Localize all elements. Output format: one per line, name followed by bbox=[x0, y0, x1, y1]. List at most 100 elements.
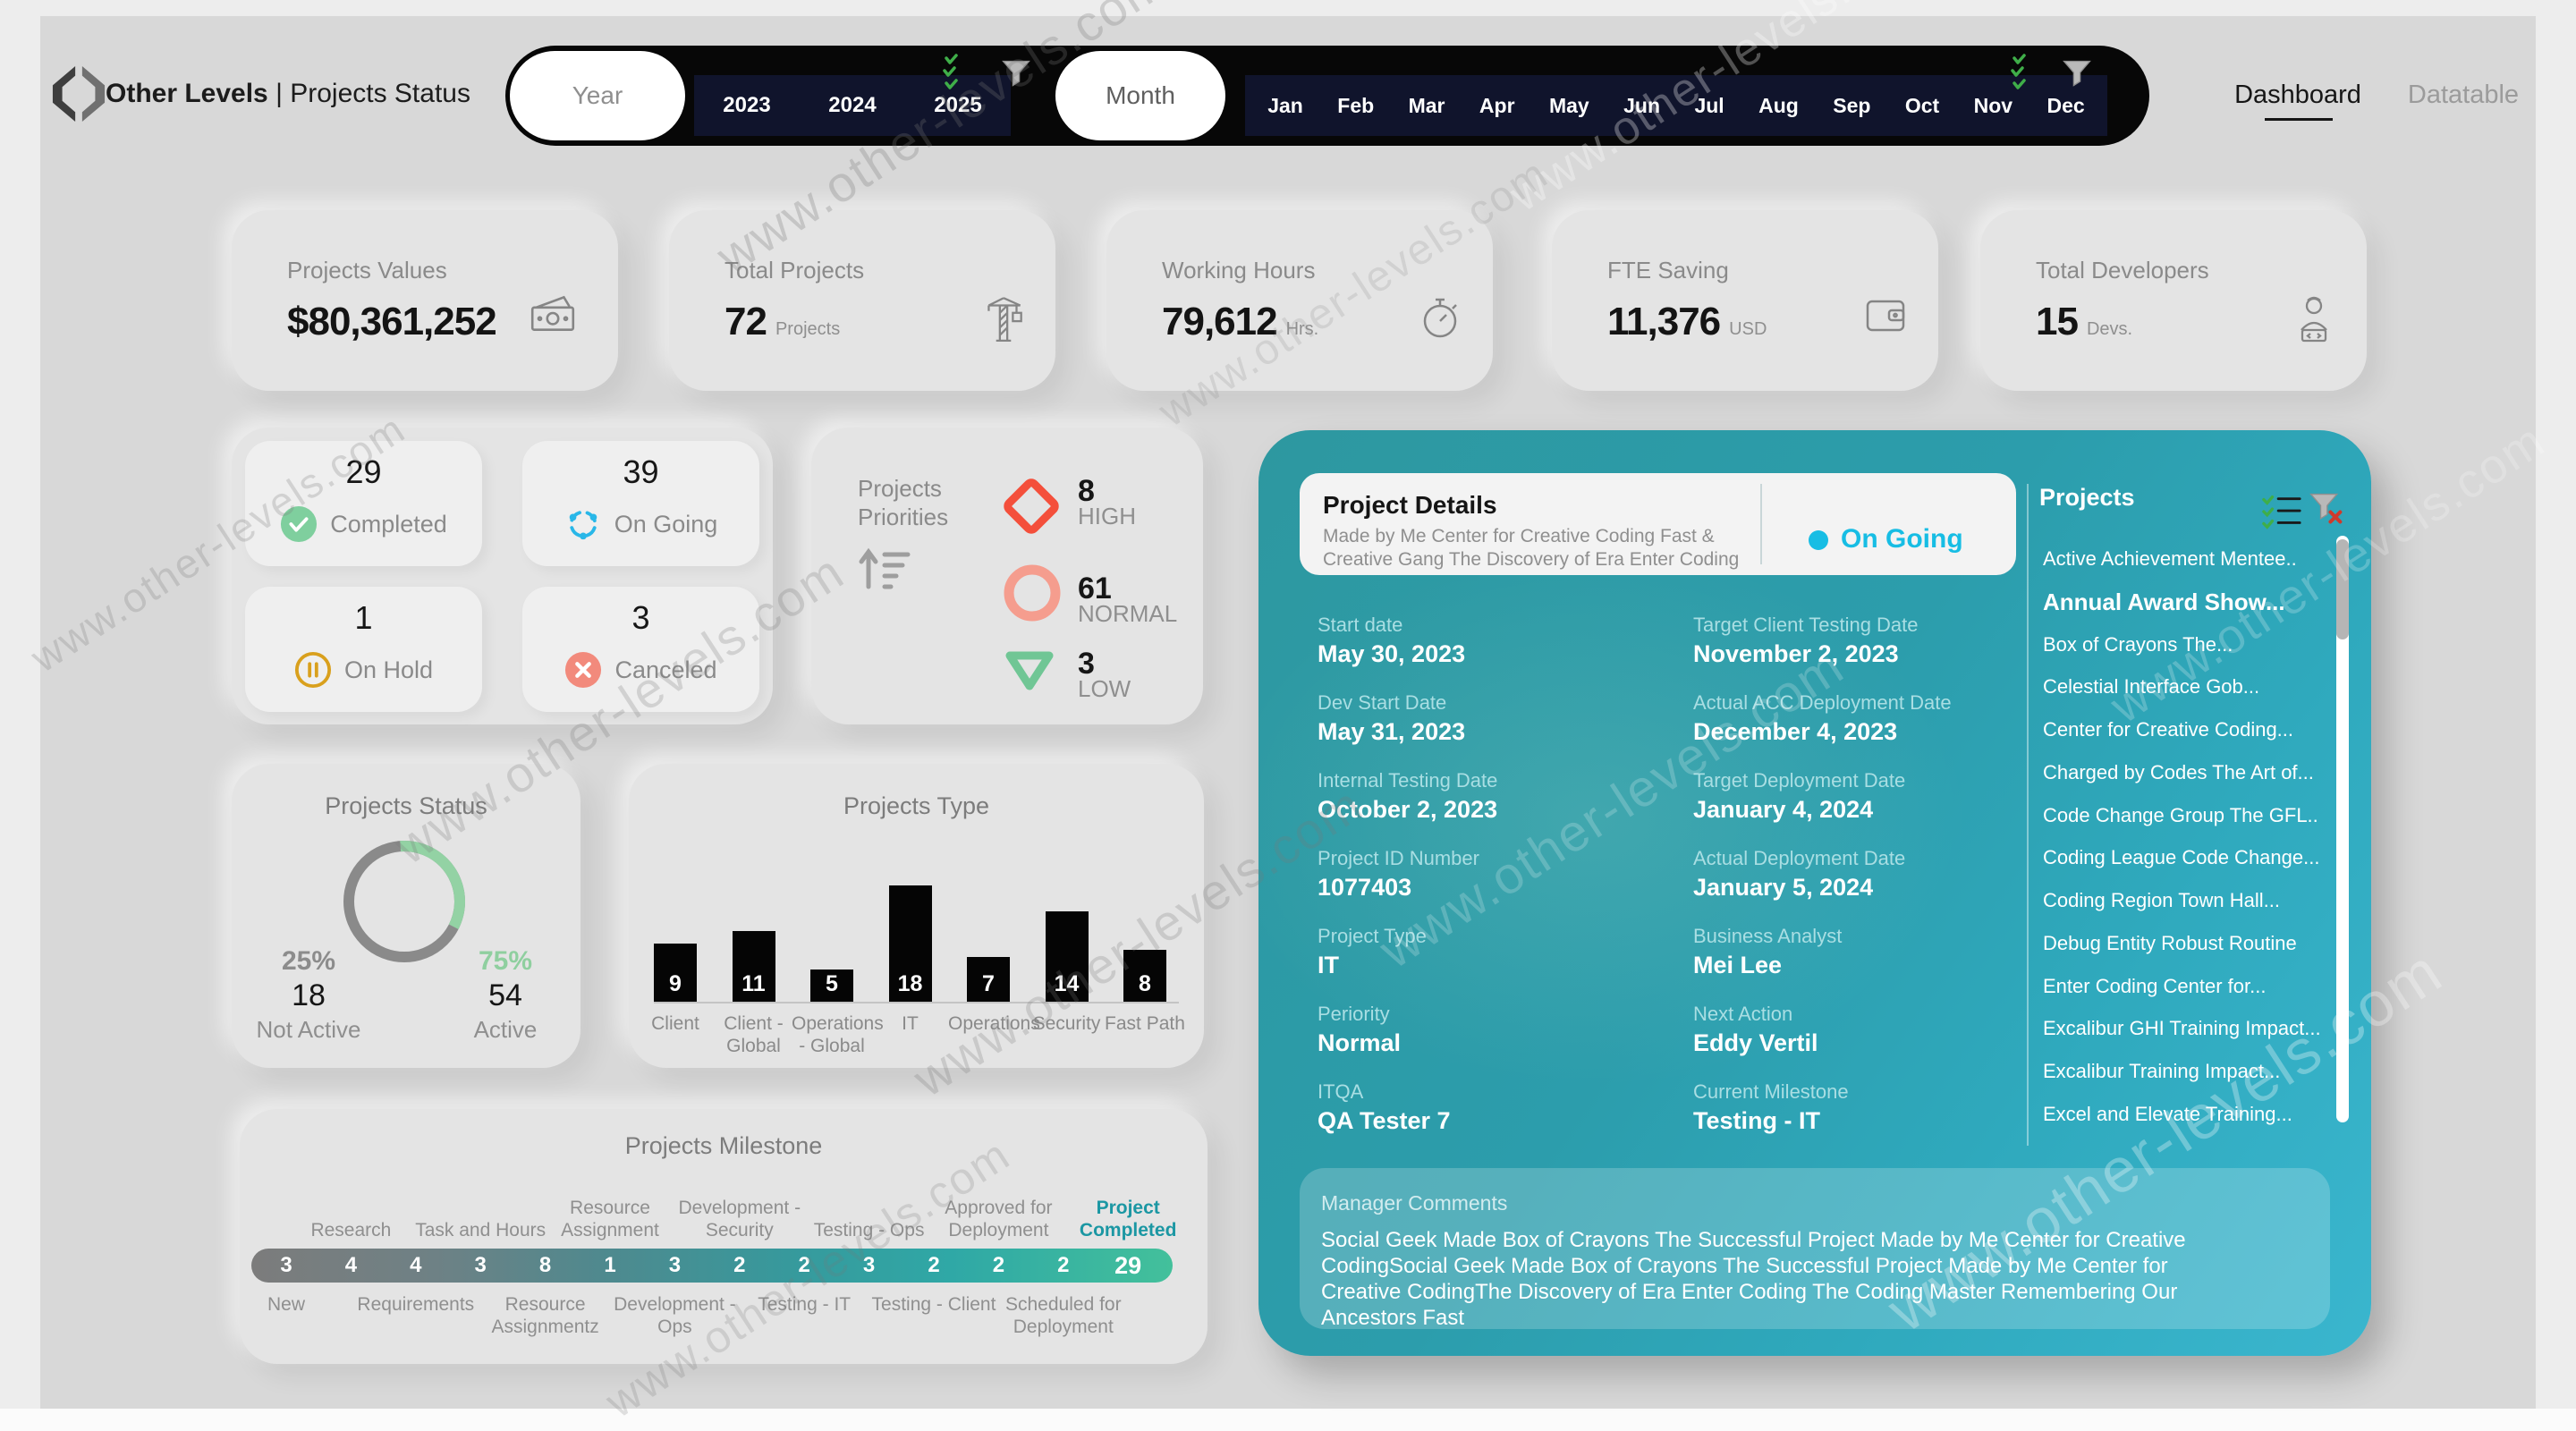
project-list-item[interactable]: Enter Coding Center for... bbox=[2043, 974, 2267, 997]
projects-status-donut[interactable] bbox=[328, 826, 480, 982]
project-details-subtitle: Made by Me Center for Creative Coding Fa… bbox=[1323, 526, 1740, 570]
header-divider bbox=[1760, 484, 1762, 564]
detail-field-value: Normal bbox=[1318, 1029, 1402, 1056]
detail-field-label: Actual ACC Deployment Date bbox=[1693, 691, 1952, 714]
kpi-unit: Hrs. bbox=[1285, 319, 1319, 339]
year-filter-pill[interactable]: Year bbox=[510, 51, 685, 140]
project-list-item[interactable]: Code Change Group The GFL.. bbox=[2043, 803, 2318, 826]
status-badge: On Going bbox=[1841, 524, 1963, 554]
kpi-value-row: 11,376 USD bbox=[1607, 300, 1767, 344]
project-details-panel bbox=[1258, 430, 2371, 1356]
priority-label: NORMAL bbox=[1078, 600, 1178, 627]
detail-field-label: Start date bbox=[1318, 614, 1403, 636]
year-option-2023[interactable]: 2023 bbox=[723, 93, 771, 117]
detail-field-value: December 4, 2023 bbox=[1693, 718, 1898, 745]
project-list-item[interactable]: Coding Region Town Hall... bbox=[2043, 889, 2280, 911]
milestone-value: 3 bbox=[280, 1253, 292, 1277]
stopwatch-icon bbox=[1415, 292, 1465, 347]
month-option-mar[interactable]: Mar bbox=[1408, 93, 1445, 117]
month-option-apr[interactable]: Apr bbox=[1479, 93, 1515, 117]
month-option-oct[interactable]: Oct bbox=[1904, 93, 1940, 117]
project-list-item[interactable]: Excalibur GHI Training Impact... bbox=[2043, 1017, 2321, 1040]
status-label-row: On Hold bbox=[245, 651, 482, 689]
brand-name: Other Levels bbox=[106, 79, 268, 108]
project-list-item[interactable]: Box of Crayons The... bbox=[2043, 632, 2233, 656]
kpi-card-1: Projects Values $80,361,252 bbox=[232, 210, 618, 391]
kpi-label: Total Developers bbox=[2036, 257, 2209, 284]
project-list-item[interactable]: Celestial Interface Gob... bbox=[2043, 675, 2260, 699]
milestone-funnel-bar[interactable] bbox=[251, 1249, 1173, 1283]
sort-glyph-icon bbox=[856, 540, 913, 598]
projects-list-scrollbar-thumb[interactable] bbox=[2336, 539, 2349, 639]
project-list-item[interactable]: Charged by Codes The Art of... bbox=[2043, 760, 2314, 783]
page-title-suffix: | Projects Status bbox=[267, 79, 470, 108]
not-active-stat: 25% 18 Not Active bbox=[246, 946, 371, 1044]
detail-field-label: Project Type bbox=[1318, 925, 1427, 947]
detail-field-value: 1077403 bbox=[1318, 874, 1412, 901]
bar-security[interactable] bbox=[1045, 911, 1089, 1002]
month-filter-pill[interactable]: Month bbox=[1055, 51, 1225, 140]
kpi-label: Projects Values bbox=[287, 257, 447, 284]
check-circle-icon bbox=[280, 505, 318, 543]
bar-client-global[interactable] bbox=[732, 931, 775, 1002]
kpi-value: $80,361,252 bbox=[287, 300, 497, 343]
project-list-item[interactable]: Excalibur Training Impact... bbox=[2043, 1060, 2281, 1082]
bar-fast-path[interactable] bbox=[1123, 950, 1166, 1002]
milestone-stage-label: Project Completed bbox=[1079, 1198, 1177, 1240]
project-list-item[interactable]: Active Achievement Mentee.. bbox=[2043, 547, 2297, 570]
status-count: 39 bbox=[623, 453, 659, 490]
status-label: On Hold bbox=[343, 656, 434, 683]
kpi-value-row: 15 Devs. bbox=[2036, 300, 2132, 344]
bar-value: 5 bbox=[826, 971, 838, 996]
kpi-label: Total Projects bbox=[724, 257, 865, 284]
bar-it[interactable] bbox=[888, 885, 932, 1002]
month-option-sep[interactable]: Sep bbox=[1833, 93, 1871, 117]
month-option-may[interactable]: May bbox=[1548, 93, 1589, 117]
milestone-value: 4 bbox=[410, 1253, 422, 1277]
milestone-value: 8 bbox=[538, 1253, 552, 1277]
project-list-item[interactable]: Debug Entity Robust Routine bbox=[2043, 931, 2297, 954]
not-active-pct: 25% bbox=[281, 946, 336, 976]
detail-field-value: January 4, 2024 bbox=[1693, 796, 1874, 823]
bar-category-label: Fast Path bbox=[1105, 1013, 1185, 1034]
tab-dashboard[interactable]: Dashboard bbox=[2234, 80, 2361, 109]
status-card-completed[interactable]: 29 Completed bbox=[245, 441, 482, 566]
project-list-item[interactable]: Excel and Elevate Training... bbox=[2043, 1102, 2292, 1125]
month-option-jan[interactable]: Jan bbox=[1267, 93, 1303, 117]
status-card-on-going[interactable]: 39 On Going bbox=[522, 441, 759, 566]
detail-field-label: Business Analyst bbox=[1693, 925, 1843, 947]
projects-list-scrollbar-track[interactable] bbox=[2336, 536, 2349, 1122]
status-card-on-hold[interactable]: 1 On Hold bbox=[245, 587, 482, 712]
project-list-item[interactable]: Coding League Code Change... bbox=[2043, 846, 2320, 869]
month-option-nov[interactable]: Nov bbox=[1973, 93, 2013, 117]
detail-field-label: Target Deployment Date bbox=[1693, 769, 1906, 792]
bar-operations-global[interactable] bbox=[810, 970, 853, 1002]
page-title: Other Levels | Projects Status bbox=[106, 79, 470, 109]
bar-client[interactable] bbox=[654, 944, 697, 1002]
project-details-header-card: Project Details Made by Me Center for Cr… bbox=[1300, 473, 2016, 575]
active-stat: 75% 54 Active bbox=[443, 946, 568, 1044]
project-list-item[interactable]: Annual Award Show... bbox=[2043, 588, 2285, 615]
projects-milestone-card: Projects Milestone 3 New 4 Research 4 Require… bbox=[240, 1109, 1208, 1364]
month-option-feb[interactable]: Feb bbox=[1337, 93, 1375, 117]
bar-value: 7 bbox=[982, 971, 995, 996]
not-active-count: 18 bbox=[292, 978, 326, 1012]
project-list-item[interactable]: Center for Creative Coding... bbox=[2043, 718, 2294, 741]
month-option-aug[interactable]: Aug bbox=[1758, 93, 1799, 117]
month-option-jul[interactable]: Jul bbox=[1694, 93, 1724, 117]
status-dot-icon bbox=[1809, 530, 1828, 550]
bar-operations[interactable] bbox=[967, 957, 1010, 1002]
not-active-label: Not Active bbox=[256, 1016, 361, 1043]
year-option-2024[interactable]: 2024 bbox=[828, 93, 877, 117]
status-card-canceled[interactable]: 3 Canceled bbox=[522, 587, 759, 712]
milestone-stage-label: Testing - IT bbox=[758, 1294, 852, 1315]
year-option-2025[interactable]: 2025 bbox=[934, 93, 982, 117]
projects-list-title: Projects bbox=[2039, 484, 2135, 511]
bar-value: 8 bbox=[1139, 971, 1151, 996]
priority-label: LOW bbox=[1078, 675, 1131, 702]
kpi-value-row: 79,612 Hrs. bbox=[1162, 300, 1318, 344]
tab-datatable[interactable]: Datatable bbox=[2407, 80, 2520, 109]
milestone-stage-label: Testing - Ops bbox=[813, 1220, 925, 1240]
month-option-jun[interactable]: Jun bbox=[1623, 93, 1661, 117]
month-option-dec[interactable]: Dec bbox=[2046, 93, 2085, 117]
